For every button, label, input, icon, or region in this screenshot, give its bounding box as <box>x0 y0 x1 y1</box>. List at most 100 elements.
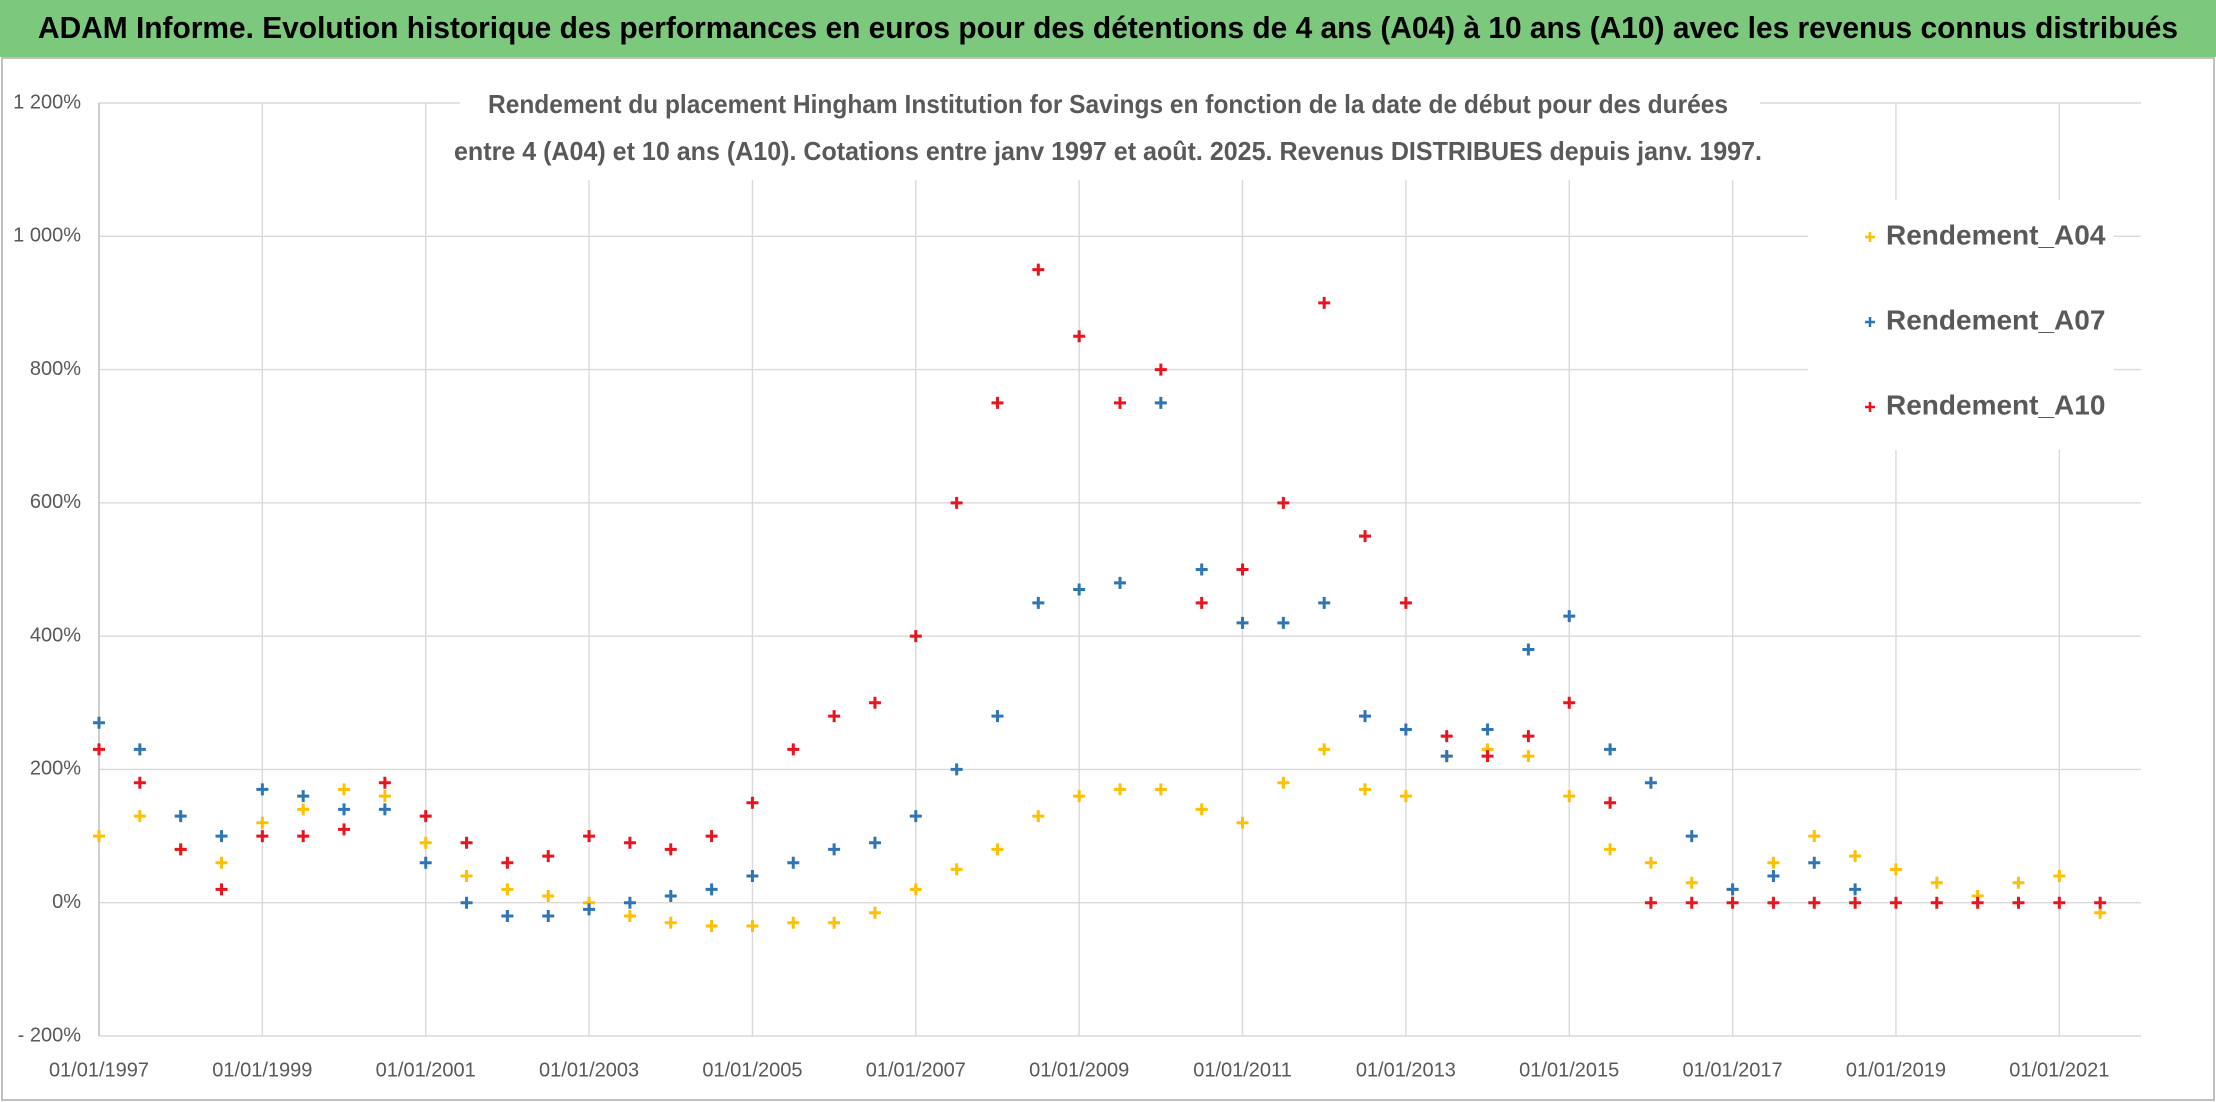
point <box>1889 863 1902 876</box>
point <box>1930 876 1943 889</box>
point <box>338 803 351 816</box>
point <box>664 890 677 903</box>
point <box>1195 803 1208 816</box>
point <box>1767 896 1780 909</box>
point <box>419 856 432 869</box>
point <box>991 710 1004 723</box>
point <box>1685 876 1698 889</box>
point <box>1644 856 1657 869</box>
point <box>215 856 228 869</box>
point <box>623 910 636 923</box>
point <box>583 903 596 916</box>
point <box>133 810 146 823</box>
x-tick-label: 01/01/2015 <box>1519 1059 1619 1081</box>
legend-marker <box>1865 317 1875 327</box>
point <box>950 863 963 876</box>
chart-title: Rendement du placement Hingham Instituti… <box>488 89 1728 119</box>
point <box>338 783 351 796</box>
point <box>174 810 187 823</box>
point <box>378 790 391 803</box>
y-tick-label: 1 000% <box>13 225 81 247</box>
point <box>256 783 269 796</box>
x-tick-label: 01/01/2001 <box>376 1059 476 1081</box>
point <box>1604 796 1617 809</box>
point <box>256 816 269 829</box>
title-box <box>460 86 1760 180</box>
point <box>1522 730 1535 743</box>
point <box>1236 816 1249 829</box>
point <box>1359 530 1372 543</box>
point <box>909 810 922 823</box>
point <box>1767 870 1780 883</box>
x-tick-label: 01/01/2021 <box>2009 1059 2109 1081</box>
banner-title: ADAM Informe. Evolution historique des p… <box>38 10 2178 45</box>
point <box>1604 743 1617 756</box>
point <box>1930 896 1943 909</box>
point <box>623 896 636 909</box>
point <box>1726 883 1739 896</box>
point <box>1399 723 1412 736</box>
point <box>664 916 677 929</box>
point <box>1399 596 1412 609</box>
point <box>460 836 473 849</box>
point <box>1318 296 1331 309</box>
point <box>909 630 922 643</box>
point <box>1032 810 1045 823</box>
point <box>583 830 596 843</box>
y-tick-label: 1 200% <box>13 91 81 113</box>
point <box>133 743 146 756</box>
point <box>1644 776 1657 789</box>
point <box>1359 710 1372 723</box>
point <box>1073 330 1086 343</box>
point <box>1399 790 1412 803</box>
point <box>1440 730 1453 743</box>
point <box>256 830 269 843</box>
point <box>501 856 514 869</box>
point <box>828 843 841 856</box>
legend-label: Rendement_A10 <box>1886 389 2105 420</box>
point <box>1318 596 1331 609</box>
x-tick-label: 01/01/2003 <box>539 1059 639 1081</box>
point <box>460 896 473 909</box>
point <box>93 743 105 756</box>
point <box>297 790 310 803</box>
point <box>1849 896 1862 909</box>
point <box>1277 616 1290 629</box>
chart-frame <box>1 57 2215 1101</box>
point <box>2094 896 2107 909</box>
point <box>868 696 881 709</box>
banner <box>0 0 2216 57</box>
point <box>93 716 105 729</box>
x-tick-label: 01/01/2007 <box>866 1059 966 1081</box>
point <box>1481 723 1494 736</box>
point <box>1563 790 1576 803</box>
point <box>1236 616 1249 629</box>
point <box>705 830 718 843</box>
point <box>950 763 963 776</box>
y-tick-label: 600% <box>30 491 81 513</box>
point <box>460 870 473 883</box>
x-tick-label: 01/01/2017 <box>1683 1059 1783 1081</box>
point <box>378 803 391 816</box>
point <box>215 830 228 843</box>
x-tick-label: 01/01/2019 <box>1846 1059 1946 1081</box>
legend-label: Rendement_A04 <box>1886 219 2106 250</box>
plot <box>93 263 2107 933</box>
x-tick-label: 01/01/1999 <box>212 1059 312 1081</box>
point <box>1808 896 1821 909</box>
point <box>1849 850 1862 863</box>
point <box>419 810 432 823</box>
point <box>1318 743 1331 756</box>
point <box>2053 896 2066 909</box>
point <box>705 883 718 896</box>
point <box>133 776 146 789</box>
point <box>501 883 514 896</box>
point <box>542 850 555 863</box>
chart-title: entre 4 (A04) et 10 ans (A10). Cotations… <box>454 136 1762 166</box>
point <box>1849 883 1862 896</box>
y-tick-label: 400% <box>30 624 81 646</box>
point <box>991 843 1004 856</box>
